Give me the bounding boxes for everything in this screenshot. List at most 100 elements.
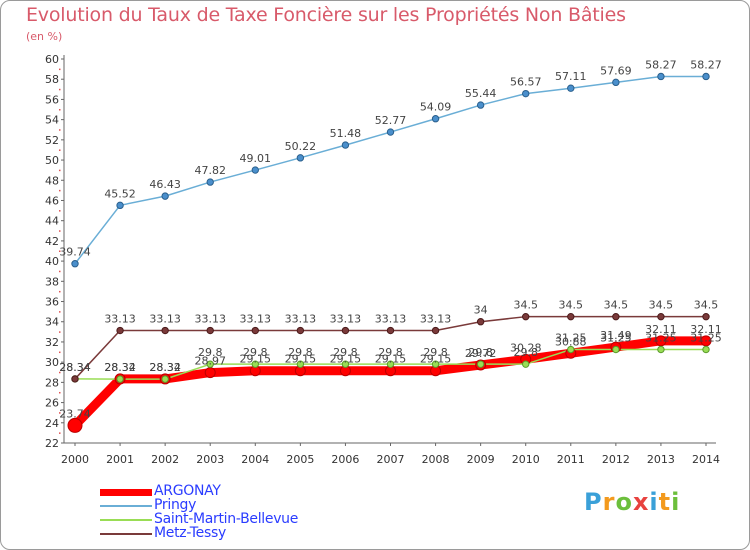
legend-item-metz-tessy: Metz-Tessy (100, 525, 420, 541)
y-minor-tick (59, 189, 61, 192)
data-label-argonay: 30.28 (510, 341, 542, 354)
x-tick-label: 2008 (422, 453, 450, 466)
y-minor-tick (59, 88, 61, 91)
point-pringy (522, 89, 530, 98)
logo-letter: o (615, 488, 633, 516)
point-metz-tessy (386, 326, 395, 335)
logo-letter: P (584, 488, 603, 516)
data-label-argonay: 31.49 (600, 329, 632, 342)
y-tick-label: 46 (45, 194, 59, 207)
y-minor-tick (59, 250, 61, 252)
point-metz-tessy (567, 312, 575, 321)
legend-item-argonay: ARGONAY (100, 483, 420, 499)
point-pringy (161, 192, 169, 200)
point-saint-martin-bellevue (386, 360, 395, 368)
data-label-pringy: 45.52 (104, 187, 136, 200)
point-pringy (702, 72, 710, 81)
y-tick-label: 34 (45, 316, 59, 329)
point-saint-martin-bellevue (657, 345, 665, 354)
x-tick-label: 2000 (61, 453, 89, 466)
point-metz-tessy (71, 375, 79, 383)
data-label-metz-tessy: 34.5 (649, 299, 674, 312)
legend-swatch-argonay (100, 489, 152, 496)
data-label-pringy: 46.43 (149, 178, 181, 191)
point-metz-tessy (341, 326, 350, 335)
data-label-argonay: 28.34 (149, 361, 181, 374)
y-tick-label: 30 (45, 356, 59, 369)
legend-item-pringy: Pringy (100, 497, 420, 513)
point-pringy (206, 178, 214, 186)
point-saint-martin-bellevue (612, 345, 620, 354)
proxiti-logo: Proxiti (584, 488, 680, 516)
y-minor-tick (59, 109, 61, 111)
data-label-metz-tessy: 33.13 (420, 313, 452, 326)
y-axis-unit-label: (en %) (26, 30, 63, 43)
logo-letter: i (671, 488, 681, 516)
point-saint-martin-bellevue (116, 375, 124, 383)
y-tick-label: 48 (45, 174, 59, 187)
logo-letter: x (632, 488, 650, 516)
y-tick-label: 50 (45, 154, 59, 167)
data-label-metz-tessy: 33.13 (330, 313, 362, 326)
chart-legend: ARGONAY Pringy Saint-Martin-Bellevue Met… (100, 483, 420, 541)
y-minor-tick (59, 290, 61, 293)
data-label-argonay: 29.15 (330, 353, 362, 366)
y-minor-tick (59, 270, 61, 273)
data-label-metz-tessy: 34.5 (559, 299, 584, 312)
data-label-pringy: 47.82 (194, 164, 226, 177)
x-tick-label: 2005 (286, 453, 314, 466)
point-metz-tessy (476, 318, 485, 326)
data-label-metz-tessy: 34.5 (694, 299, 719, 312)
point-pringy (567, 84, 575, 92)
data-label-argonay: 30.88 (555, 335, 587, 348)
y-minor-tick (59, 210, 61, 212)
x-tick-label: 2012 (602, 453, 630, 466)
point-metz-tessy (116, 326, 124, 335)
point-metz-tessy (296, 326, 305, 335)
data-label-argonay: 29.15 (285, 353, 317, 366)
point-metz-tessy (612, 312, 620, 321)
point-metz-tessy (251, 326, 259, 335)
data-label-saint-martin-bellevue: 29.8 (468, 346, 493, 359)
data-label-pringy: 57.69 (600, 64, 632, 77)
point-pringy (476, 101, 485, 109)
point-metz-tessy (657, 312, 665, 321)
data-label-pringy: 50.22 (285, 140, 317, 153)
data-label-argonay: 29.15 (240, 353, 272, 366)
data-label-pringy: 56.57 (510, 76, 542, 89)
y-tick-label: 24 (45, 417, 59, 430)
point-pringy (386, 128, 395, 136)
legend-swatch-pringy (100, 505, 152, 507)
data-label-saint-martin-bellevue: 29.8 (288, 346, 313, 359)
data-label-pringy: 58.27 (690, 58, 722, 71)
point-argonay (67, 417, 83, 433)
data-label-metz-tessy: 33.13 (149, 313, 181, 326)
point-metz-tessy (206, 326, 214, 335)
data-label-saint-martin-bellevue: 28.34 (59, 361, 91, 374)
x-tick-label: 2009 (467, 453, 495, 466)
data-label-metz-tessy: 33.13 (194, 313, 226, 326)
x-tick-label: 2006 (331, 453, 359, 466)
logo-letter: i (649, 488, 659, 516)
y-minor-tick (59, 68, 61, 71)
data-label-pringy: 57.11 (555, 70, 587, 83)
legend-item-saint-martin-bellevue: Saint-Martin-Bellevue (100, 511, 420, 527)
data-label-metz-tessy: 33.13 (240, 313, 272, 326)
point-saint-martin-bellevue (476, 360, 485, 368)
legend-label-argonay: ARGONAY (154, 483, 221, 499)
x-tick-label: 2014 (692, 453, 720, 466)
data-label-argonay: 29.72 (465, 347, 497, 360)
point-pringy (612, 78, 620, 87)
data-label-pringy: 54.09 (420, 101, 452, 114)
point-pringy (341, 141, 350, 149)
x-tick-label: 2007 (377, 453, 405, 466)
data-label-argonay: 32.11 (690, 323, 722, 336)
logo-letter: t (658, 488, 672, 516)
point-saint-martin-bellevue (702, 345, 710, 354)
data-label-saint-martin-bellevue: 29.8 (243, 346, 268, 359)
y-tick-label: 26 (45, 397, 59, 410)
data-label-saint-martin-bellevue: 31.25 (690, 332, 722, 345)
point-saint-martin-bellevue (341, 360, 350, 368)
y-tick-label: 36 (45, 296, 59, 309)
